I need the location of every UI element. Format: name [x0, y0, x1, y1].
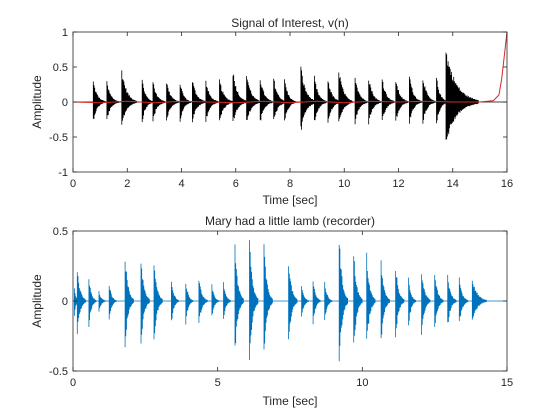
y-tick-label: 1 — [62, 27, 68, 39]
chart-2-burst — [434, 275, 444, 327]
x-tick-label: 10 — [338, 178, 350, 190]
chart-2-burst — [153, 265, 163, 340]
x-tick-label: 8 — [287, 178, 293, 190]
chart-2-burst — [108, 285, 117, 320]
chart-2-burst — [471, 280, 487, 320]
chart-2-burst — [223, 282, 231, 319]
chart-1-xlabel: Time [sec] — [263, 193, 318, 207]
chart-2: 0 5 10 15-0.500.5 Mary had a little lamb (r… — [30, 214, 513, 408]
x-tick-label: 10 — [356, 377, 368, 389]
y-tick-label: -1 — [58, 167, 68, 179]
chart-2-burst — [234, 244, 244, 346]
chart-2-burst — [338, 244, 348, 362]
x-tick-label: 4 — [178, 178, 184, 190]
x-tick-label: 16 — [501, 178, 513, 190]
chart-2-burst — [76, 272, 87, 335]
chart-1-series-line — [72, 31, 508, 104]
chart-2-burst — [408, 277, 416, 326]
chart-1-title: Signal of Interest, v(n) — [231, 16, 348, 30]
y-tick-label: 0 — [62, 296, 68, 308]
chart-2-xlabel: Time [sec] — [263, 394, 318, 408]
chart-2-burst — [301, 286, 309, 317]
chart-2-ylabel: Amplitude — [30, 274, 44, 328]
chart-2-title: Mary had a little lamb (recorder) — [205, 214, 375, 228]
chart-2-burst — [447, 274, 457, 323]
chart-2-data — [73, 240, 507, 362]
chart-2-burst — [288, 266, 298, 340]
chart-1-burst — [338, 72, 353, 122]
x-tick-label: 6 — [233, 178, 239, 190]
chart-2-burst — [366, 252, 376, 339]
chart-2-burst — [171, 281, 179, 321]
chart-2-burst — [198, 280, 208, 323]
chart-2-burst — [458, 277, 469, 322]
x-tick-label: 15 — [501, 377, 513, 389]
chart-2-burst — [185, 283, 194, 325]
chart-2-burst — [380, 260, 390, 339]
chart-1-ylabel: Amplitude — [30, 75, 44, 129]
chart-2-burst — [124, 261, 134, 348]
chart-2-burst — [353, 256, 363, 343]
chart-2-burst — [140, 263, 150, 344]
chart-1-data — [72, 31, 508, 140]
chart-1-ticks: 0 2 4 6 8 10 12 14 16 -1 -0.5 0 0.5 1 — [49, 27, 513, 190]
y-tick-label: 0 — [62, 97, 68, 109]
y-tick-label: 0.5 — [53, 226, 68, 238]
x-tick-label: 12 — [392, 178, 404, 190]
x-tick-label: 0 — [70, 178, 76, 190]
chart-2-burst — [395, 271, 405, 338]
x-tick-label: 2 — [124, 178, 130, 190]
y-tick-label: 0.5 — [53, 62, 68, 74]
chart-1: 0 2 4 6 8 10 12 14 16 -1 -0.5 0 0.5 1 Signal of Inter… — [30, 16, 513, 207]
chart-2-burst — [249, 240, 259, 360]
chart-2-burst — [263, 244, 273, 350]
x-tick-label: 5 — [215, 377, 221, 389]
chart-2-burst — [421, 274, 431, 335]
chart-2-burst — [211, 284, 220, 316]
chart-2-ticks: 0 5 10 15-0.500.5 — [49, 226, 513, 389]
y-tick-label: -0.5 — [49, 366, 68, 378]
chart-2-burst — [312, 281, 321, 325]
chart-2-burst — [98, 291, 107, 312]
y-tick-label: -0.5 — [49, 132, 68, 144]
x-tick-label: 0 — [70, 377, 76, 389]
chart-2-burst — [324, 281, 333, 320]
x-tick-label: 14 — [447, 178, 459, 190]
chart-2-burst — [88, 279, 97, 327]
